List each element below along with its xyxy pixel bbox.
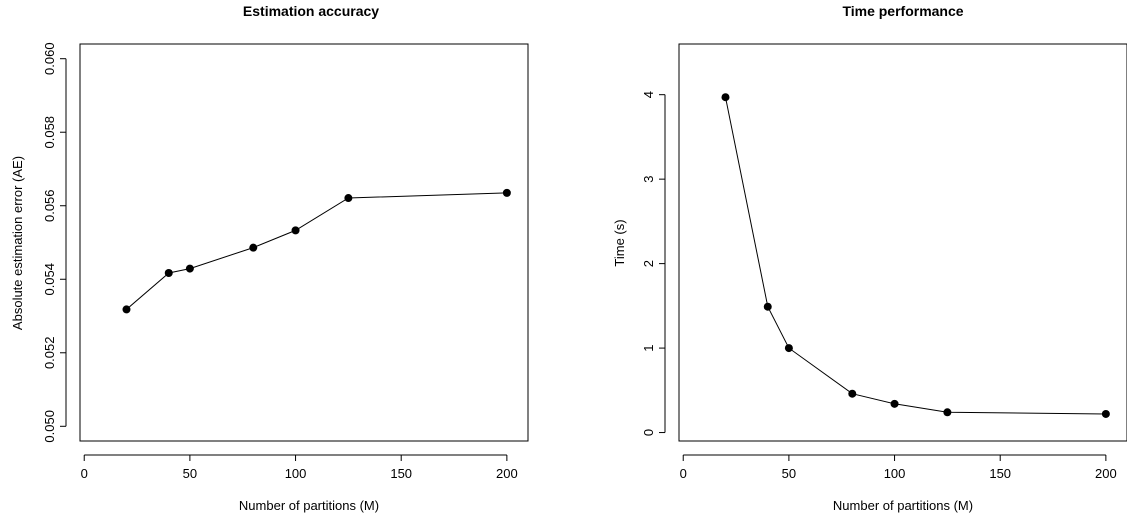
time-x-axis-label: Number of partitions (M) <box>833 498 973 513</box>
time-x-tick-label: 50 <box>782 466 796 481</box>
accuracy-chart-title: Estimation accuracy <box>243 3 379 19</box>
accuracy-data-point <box>291 226 300 235</box>
accuracy-data-point <box>344 194 353 203</box>
time-chart-title: Time performance <box>842 3 963 19</box>
accuracy-y-tick-label: 0.058 <box>42 116 57 149</box>
time-data-point <box>848 389 857 398</box>
time-data-point <box>763 302 772 311</box>
time-data-point <box>784 344 793 353</box>
time-x-tick-label: 0 <box>680 466 687 481</box>
time-x-tick-label: 100 <box>884 466 906 481</box>
time-y-tick-label: 3 <box>641 176 656 183</box>
accuracy-y-tick-label: 0.060 <box>42 42 57 75</box>
time-x-axis: 0 50 100 150 200 <box>680 454 1117 481</box>
accuracy-x-tick-label: 100 <box>285 466 307 481</box>
accuracy-data-point <box>164 269 173 278</box>
time-data-point <box>943 408 952 417</box>
accuracy-series-line <box>126 192 507 310</box>
accuracy-y-tick-label: 0.052 <box>42 337 57 370</box>
time-x-tick-label: 150 <box>989 466 1011 481</box>
accuracy-x-tick-label: 150 <box>390 466 412 481</box>
time-plot-frame <box>678 43 1127 442</box>
accuracy-y-tick-label: 0.054 <box>42 263 57 296</box>
time-series <box>721 93 1110 418</box>
time-y-tick-label: 0 <box>641 429 656 436</box>
time-data-point <box>1101 409 1110 418</box>
time-y-tick-label: 4 <box>641 91 656 98</box>
accuracy-x-tick-label: 50 <box>183 466 197 481</box>
accuracy-series <box>122 188 511 314</box>
accuracy-data-point <box>185 264 194 273</box>
time-x-tick-label: 200 <box>1095 466 1117 481</box>
accuracy-y-tick-label: 0.056 <box>42 189 57 222</box>
time-panel: Time performance Number of partitions (M… <box>612 3 1127 513</box>
time-y-tick-label: 2 <box>641 260 656 267</box>
accuracy-plot-frame <box>79 43 529 442</box>
accuracy-y-tick-label: 0.050 <box>42 410 57 443</box>
time-series-line <box>725 97 1106 415</box>
accuracy-data-point <box>122 305 131 314</box>
time-y-axis: 0 1 2 3 4 <box>641 91 666 436</box>
accuracy-data-point <box>502 188 511 197</box>
accuracy-y-axis: 0.050 0.052 0.054 0.056 0.058 0.060 <box>42 42 67 443</box>
accuracy-x-axis-label: Number of partitions (M) <box>239 498 379 513</box>
accuracy-x-tick-label: 0 <box>81 466 88 481</box>
time-y-axis-label: Time (s) <box>612 219 627 266</box>
time-data-point <box>890 399 899 408</box>
time-y-tick-label: 1 <box>641 344 656 351</box>
accuracy-x-tick-label: 200 <box>496 466 518 481</box>
time-data-point <box>721 93 730 102</box>
accuracy-panel: Estimation accuracy Number of partitions… <box>10 3 529 513</box>
accuracy-data-point <box>249 243 258 252</box>
accuracy-y-axis-label: Absolute estimation error (AE) <box>10 156 25 330</box>
accuracy-x-axis: 0 50 100 150 200 <box>81 454 518 481</box>
